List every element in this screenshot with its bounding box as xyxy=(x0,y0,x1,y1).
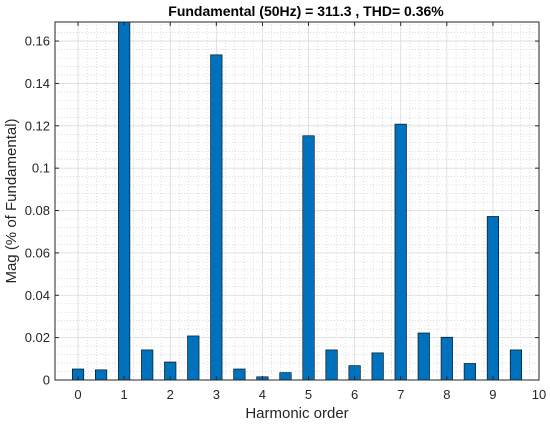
bar xyxy=(118,21,131,381)
x-axis-label: Harmonic order xyxy=(245,405,348,422)
y-axis-ticks: 0 0.02 0.04 0.06 0.08 0.1 0.12 0.14 0.16 xyxy=(25,34,539,388)
bar xyxy=(463,363,476,381)
x-tick-label: 0 xyxy=(74,387,81,402)
bar xyxy=(233,368,246,381)
bar xyxy=(210,54,223,381)
y-tick-label: 0.04 xyxy=(25,288,50,303)
chart-title: Fundamental (50Hz) = 311.3 , THD= 0.36% xyxy=(168,3,444,19)
bar xyxy=(141,349,154,381)
major-grid xyxy=(55,22,539,380)
y-tick-label: 0.08 xyxy=(25,203,50,218)
bar xyxy=(325,349,338,381)
x-tick-label: 5 xyxy=(305,387,312,402)
x-tick-label: 9 xyxy=(489,387,496,402)
bars xyxy=(71,21,523,381)
x-tick-label: 7 xyxy=(397,387,404,402)
bar xyxy=(279,372,292,381)
y-tick-label: 0.02 xyxy=(25,330,50,345)
y-tick-label: 0.14 xyxy=(25,76,50,91)
plot-frame xyxy=(54,21,540,381)
bar xyxy=(509,349,523,381)
bar xyxy=(440,336,453,381)
y-tick-label: 0 xyxy=(43,373,50,388)
y-tick-label: 0.06 xyxy=(25,245,50,260)
bar xyxy=(95,369,108,381)
x-tick-label: 6 xyxy=(351,387,358,402)
y-tick-label: 0.12 xyxy=(25,118,50,133)
x-tick-label: 3 xyxy=(213,387,220,402)
bar xyxy=(394,123,407,381)
bar xyxy=(486,216,499,381)
bar xyxy=(302,135,315,381)
x-tick-label: 8 xyxy=(443,387,450,402)
bar xyxy=(371,352,384,381)
x-axis-ticks: 0 1 2 3 4 5 6 7 8 9 10 xyxy=(74,22,546,402)
bar xyxy=(417,332,430,381)
bar xyxy=(187,335,200,381)
y-tick-label: 0.1 xyxy=(32,161,50,176)
x-tick-label: 2 xyxy=(167,387,174,402)
y-axis-label: Mag (% of Fundamental) xyxy=(3,118,20,283)
x-tick-label: 1 xyxy=(121,387,128,402)
x-tick-label: 10 xyxy=(532,387,546,402)
x-tick-label: 4 xyxy=(259,387,266,402)
y-tick-label: 0.16 xyxy=(25,34,50,49)
